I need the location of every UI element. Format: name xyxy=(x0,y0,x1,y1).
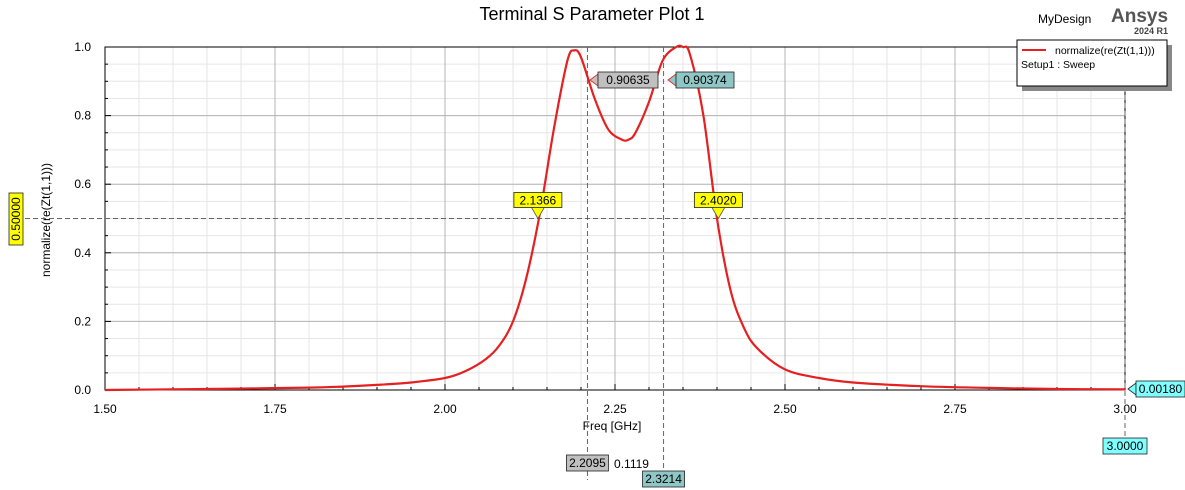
end-value-label-box xyxy=(1135,380,1185,398)
markers[interactable]: 2.1366 2.4020 xyxy=(513,192,743,220)
y-tick-label: 1.0 xyxy=(74,40,91,54)
y-axis-label: normalize(re(Zt(1,1))) xyxy=(39,163,53,277)
series-line xyxy=(104,44,1126,392)
cursor1-value-label: 0.90635 xyxy=(606,73,650,87)
design-name: MyDesign xyxy=(1038,12,1091,26)
cursor-lines[interactable] xyxy=(17,47,1126,480)
x-axis-label: Freq [GHz] xyxy=(583,419,642,433)
y-tick-label: 0.0 xyxy=(74,383,91,397)
y-tick-labels: 0.0 0.2 0.4 0.6 0.8 1.0 xyxy=(74,40,91,397)
cursor2-value-label-box xyxy=(675,71,735,89)
marker-2-label: 2.4020 xyxy=(700,194,737,208)
x-tick-label: 2.00 xyxy=(433,402,457,416)
marker-1-triangle xyxy=(530,206,546,220)
cursor2-value-label: 0.90374 xyxy=(683,73,727,87)
end-value-label: 0.00180 xyxy=(1139,382,1183,396)
marker-1-box xyxy=(513,192,563,208)
end-freq-label: 3.0000 xyxy=(1107,439,1144,453)
end-value-pointer xyxy=(1127,382,1137,396)
y-tick-label: 0.4 xyxy=(74,246,91,260)
cursor1-value-pointer xyxy=(589,73,599,87)
legend-entry: normalize(re(Zt(1,1))) xyxy=(1055,45,1155,57)
hcursor-label-box xyxy=(8,192,24,246)
version-label: 2024 R1 xyxy=(1134,26,1168,36)
cursor1-freq-label-box xyxy=(566,454,609,472)
brand-logo: Ansys xyxy=(1111,6,1168,27)
hcursor-label: 0.50000 xyxy=(9,197,23,241)
cursor2-value-pointer xyxy=(667,73,677,87)
legend[interactable]: normalize(re(Zt(1,1))) Setup1 : Sweep xyxy=(1016,39,1172,91)
x-tick-label: 2.50 xyxy=(773,402,797,416)
x-tick-labels: 1.50 1.75 2.00 2.25 2.50 2.75 3.00 xyxy=(93,402,1137,416)
cursor1-freq-label: 2.2095 xyxy=(569,456,606,470)
marker-2-triangle xyxy=(710,206,727,220)
marker-2-box xyxy=(693,192,743,208)
x-tick-label: 1.75 xyxy=(263,402,287,416)
cursor2-freq-label: 2.3214 xyxy=(645,472,682,486)
cursor2-freq-label-box xyxy=(642,470,685,488)
x-tick-label: 2.75 xyxy=(943,402,967,416)
legend-setup: Setup1 : Sweep xyxy=(1021,59,1095,71)
x-tick-label: 2.25 xyxy=(603,402,627,416)
y-tick-label: 0.6 xyxy=(74,177,91,191)
y-tick-label: 0.8 xyxy=(74,109,91,123)
cursor1-value-label-box xyxy=(597,71,659,89)
cursor-delta-label: 0.1119 xyxy=(614,457,649,471)
x-tick-label: 1.50 xyxy=(93,402,117,416)
y-tick-label: 0.2 xyxy=(74,314,91,328)
chart-title: Terminal S Parameter Plot 1 xyxy=(479,4,704,24)
marker-1-label: 2.1366 xyxy=(520,194,557,208)
end-freq-label-box xyxy=(1102,437,1148,455)
